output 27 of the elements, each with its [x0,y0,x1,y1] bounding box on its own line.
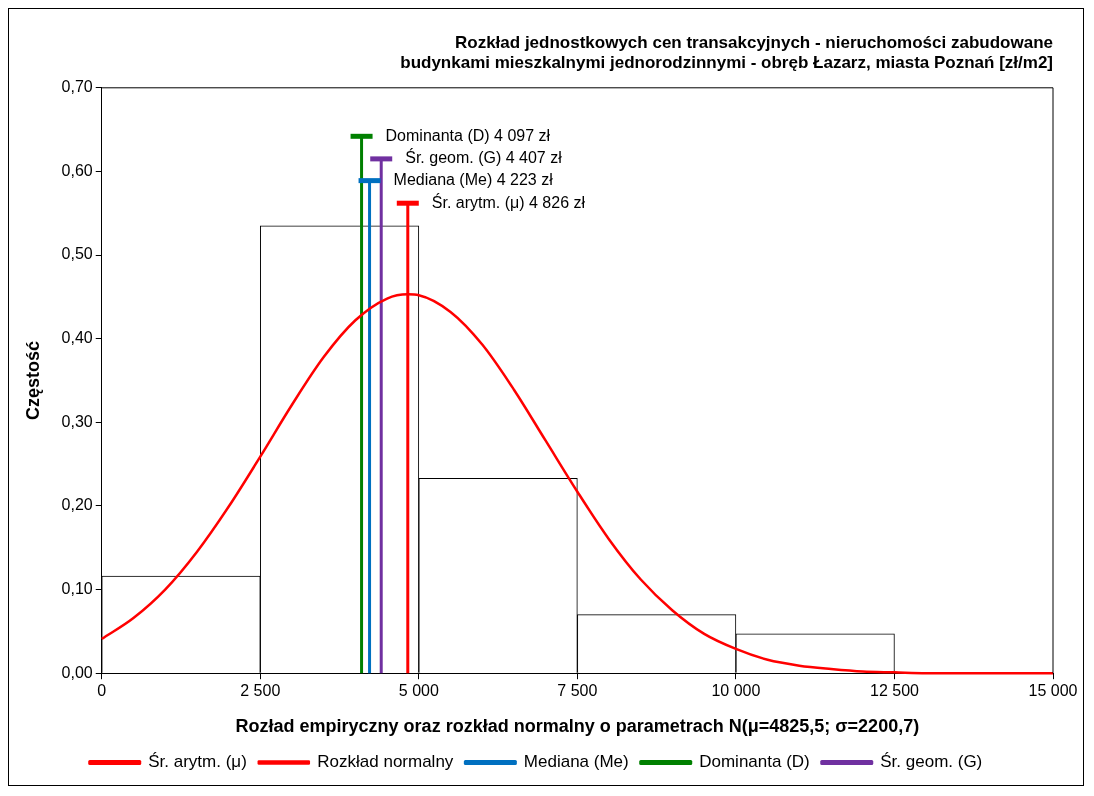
y-axis-title: Częstość [22,340,43,421]
y-tick-label: 0,30 [61,412,93,430]
x-tick-label: 2 500 [240,682,281,700]
x-tick-label: 10 000 [711,682,761,700]
x-tick-label: 15 000 [1028,682,1078,700]
legend-label: Mediana (Me) [523,752,629,772]
x-tick-label: 12 500 [869,682,920,700]
legend-label: Dominanta (D) [699,752,810,772]
x-axis-title: Rozład empiryczny oraz rozkład normalny o parametrach N(μ=4825,5; σ=2200,7) [235,716,920,737]
y-tick-label: 0,50 [61,245,93,263]
annotation: Dominanta (D) 4 097 zł [385,126,551,144]
y-tick-label: 0,60 [61,161,93,179]
legend-label: Śr. geom. (G) [880,752,983,772]
x-tick-label: 5 000 [398,682,439,700]
annotation: Śr. arytm. (μ) 4 826 zł [431,192,586,211]
legend-label: Śr. arytm. (μ) [148,752,247,772]
y-tick-label: 0,10 [61,579,93,597]
chart-title: Rozkład jednostkowych cen transakcyjnych - nieruchomości zabudowane budynkami mieszkalnymi jednorodzinnymi - obręb Łazarz, miasta Poznań [zł/m2] [400,32,1053,73]
x-tick-label: 0 [97,682,107,700]
annotation: Mediana (Me) 4 223 zł [393,171,554,189]
x-tick-label: 7 500 [557,682,598,700]
y-tick-label: 0,20 [61,496,93,514]
y-tick-label: 0,00 [61,663,93,681]
annotation: Śr. geom. (G) 4 407 zł [405,148,563,167]
legend-label: Rozkład normalny [317,752,454,772]
y-tick-label: 0,40 [61,329,93,347]
y-tick-label: 0,70 [61,78,93,96]
